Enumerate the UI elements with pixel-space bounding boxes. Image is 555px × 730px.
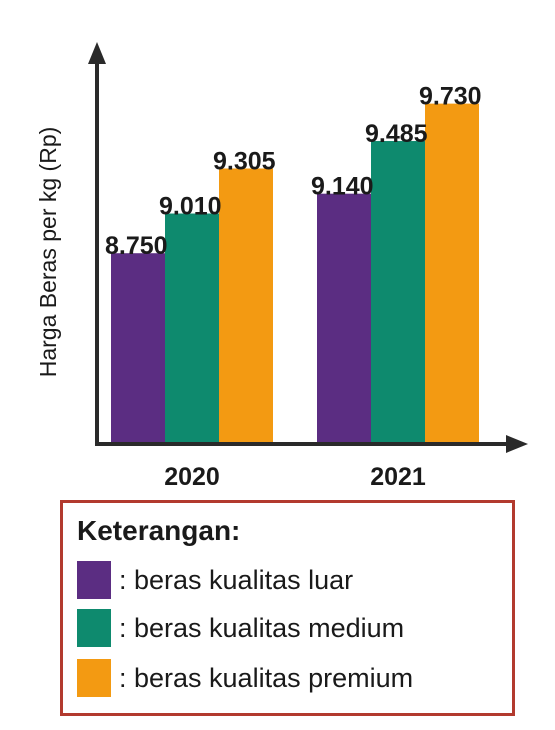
legend-swatch-medium <box>77 609 111 647</box>
bar-2020-premium <box>219 168 273 444</box>
value-label-2021-luar: 9.140 <box>311 173 374 201</box>
legend-label-premium: : beras kualitas premium <box>119 662 414 693</box>
value-label-2020-luar: 8.750 <box>105 232 168 260</box>
legend-item-luar: : beras kualitas luar <box>77 561 353 599</box>
value-label-2021-premium: 9.730 <box>419 83 482 111</box>
bar-chart: 8.750 9.010 9.305 9.140 9.485 9.730 Harga Ber… <box>35 42 528 491</box>
legend-title: Keterangan: <box>77 515 241 546</box>
x-tick-label-2020: 2020 <box>164 463 220 491</box>
bar-2021-premium <box>425 103 479 444</box>
bar-2020-medium <box>165 213 219 444</box>
bar-2020-luar <box>111 253 165 444</box>
x-tick-labels: 2020 2021 <box>164 463 426 491</box>
bar-2021-medium <box>371 141 425 445</box>
y-axis-arrow <box>88 42 106 64</box>
legend-label-luar: : beras kualitas luar <box>119 564 354 595</box>
value-label-2021-medium: 9.485 <box>365 120 428 148</box>
bars-layer <box>111 103 479 445</box>
legend-item-premium: : beras kualitas premium <box>77 659 413 697</box>
x-axis-arrow <box>506 435 528 453</box>
legend-label-medium: : beras kualitas medium <box>119 612 405 643</box>
value-label-2020-premium: 9.305 <box>213 148 276 176</box>
x-tick-label-2021: 2021 <box>370 463 426 491</box>
legend-box: Keterangan: : beras kualitas luar : bera… <box>60 500 515 716</box>
y-axis-title: Harga Beras per kg (Rp) <box>35 127 61 378</box>
legend-swatch-premium <box>77 659 111 697</box>
value-labels-layer: 8.750 9.010 9.305 9.140 9.485 9.730 <box>105 83 482 261</box>
bar-2021-luar <box>317 193 371 444</box>
legend-swatch-luar <box>77 561 111 599</box>
value-label-2020-medium: 9.010 <box>159 193 222 221</box>
legend-item-medium: : beras kualitas medium <box>77 609 404 647</box>
